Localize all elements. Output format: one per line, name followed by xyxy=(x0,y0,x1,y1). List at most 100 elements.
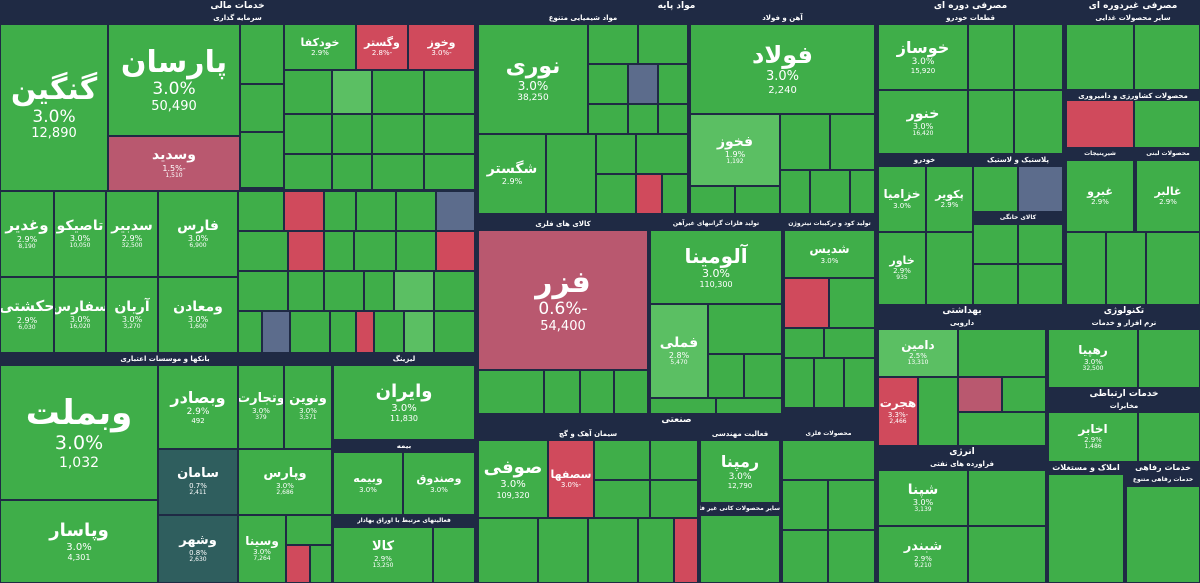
small-tile xyxy=(436,231,475,271)
tile-price: 492 xyxy=(191,417,205,426)
tile-change: 0.8% xyxy=(189,549,207,557)
tile-43[interactable]: رهپیا 3.0% 32,500 xyxy=(1048,329,1138,388)
small-tile xyxy=(596,134,636,174)
tile-22[interactable]: خودکفا 2.9% xyxy=(284,24,356,70)
tile-change: 3.0% xyxy=(54,432,104,455)
tile-symbol: اخابر xyxy=(1078,421,1108,436)
tile-7[interactable]: حکشتی 2.9% 6,030 xyxy=(0,277,54,353)
small-tile xyxy=(735,186,780,214)
tile-4[interactable]: تاصیکو 3.0% 10,050 xyxy=(54,191,106,277)
small-tile xyxy=(374,311,404,353)
tile-39[interactable]: خاور 2.9% 935 xyxy=(878,232,926,305)
tile-26[interactable]: شگستر 2.9% xyxy=(478,134,546,214)
tile-41[interactable]: دامین 2.5% 13,310 xyxy=(878,329,958,377)
tile-50[interactable]: وصندوق 3.0% xyxy=(403,452,475,515)
tile-37[interactable]: خنور 3.0% 16,420 xyxy=(878,90,968,154)
small-tile xyxy=(650,398,716,414)
tile-price: 15,920 xyxy=(910,67,936,76)
tile-price: 2,466 xyxy=(889,417,907,425)
tile-14[interactable]: وتجارت 3.0% 379 xyxy=(238,365,284,449)
tile-symbol: وخوز xyxy=(427,35,456,49)
tile-5[interactable]: سدبیر 2.9% 32,500 xyxy=(106,191,158,277)
tile-49[interactable]: وبیمه 3.0% xyxy=(333,452,403,515)
tile-21[interactable]: کالا 2.9% 13,250 xyxy=(333,527,433,583)
tile-price: 379 xyxy=(255,414,267,422)
tile-11[interactable]: وبملت 3.0% 1,032 xyxy=(0,365,158,500)
small-tile xyxy=(658,104,688,134)
tile-28[interactable]: فخوز 1.9% 1,192 xyxy=(690,114,780,186)
tile-symbol: حکشتی xyxy=(0,297,54,316)
tile-17[interactable]: وشهر 0.8% 2,630 xyxy=(158,515,238,583)
tile-symbol: وپارس xyxy=(263,466,307,482)
tile-45[interactable]: شپنا 3.0% 3,139 xyxy=(878,470,968,526)
tile-35[interactable]: رمپنا 3.0% 12,790 xyxy=(700,440,780,503)
tile-10[interactable]: ومعادن 3.0% 1,600 xyxy=(158,277,238,353)
tile-27[interactable]: فولاد 3.0% 2,240 xyxy=(690,24,875,114)
tile-symbol: آریان xyxy=(114,298,150,315)
tile-price: 110,300 xyxy=(699,280,733,290)
small-tile xyxy=(926,232,973,305)
tile-19[interactable]: وسینا 3.0% 7,264 xyxy=(238,515,286,583)
small-tile xyxy=(330,311,356,353)
tile-3[interactable]: وغدیر 2.9% 8,190 xyxy=(0,191,54,277)
tile-16[interactable]: سامان 0.7% 2,411 xyxy=(158,449,238,515)
tile-34[interactable]: سصفها -3.0% xyxy=(548,440,594,518)
tile-23[interactable]: وگستر -2.8% xyxy=(356,24,408,70)
sector-title: خدمات مالی xyxy=(0,0,475,12)
tile-change: 2.9% xyxy=(186,407,210,417)
tile-price: 38,250 xyxy=(517,93,549,104)
tile-15[interactable]: ونوین 3.0% 3,571 xyxy=(284,365,332,449)
tile-1[interactable]: پارسان 3.0% 50,490 xyxy=(108,24,240,136)
tile-13[interactable]: وبصادر 2.9% 492 xyxy=(158,365,238,449)
tile-20[interactable]: وایران 3.0% 11,830 xyxy=(333,365,475,440)
tile-42[interactable]: هجرت -3.3% 2,466 xyxy=(878,377,918,446)
tile-0[interactable]: گنگین 3.0% 12,890 xyxy=(0,24,108,191)
small-tile xyxy=(284,154,332,190)
tile-30[interactable]: آلومینا 3.0% 110,300 xyxy=(650,230,782,304)
tile-24[interactable]: وخوز -3.0% xyxy=(408,24,475,70)
small-tile xyxy=(784,358,814,408)
tile-change: 2.9% xyxy=(940,201,959,210)
tile-44[interactable]: اخابر 2.9% 1,486 xyxy=(1048,412,1138,462)
tile-25[interactable]: نوری 3.0% 38,250 xyxy=(478,24,588,134)
tile-38[interactable]: خزامیا 3.0% xyxy=(878,166,926,232)
sector-title: شیرینیجات xyxy=(1066,148,1134,160)
tile-8[interactable]: سفارس 3.0% 16,020 xyxy=(54,277,106,353)
small-tile xyxy=(814,358,844,408)
tile-symbol: وبملت xyxy=(25,392,133,433)
small-tile xyxy=(1138,329,1200,388)
tile-2[interactable]: وسدید -1.5% 1,510 xyxy=(108,136,240,191)
tile-32[interactable]: شدیس 3.0% xyxy=(784,230,875,278)
tile-48[interactable]: غالبر 2.9% xyxy=(1136,160,1200,232)
tile-change: 3.0% xyxy=(152,79,196,99)
small-tile xyxy=(332,154,372,190)
small-tile xyxy=(424,154,475,190)
tile-change: 3.0% xyxy=(66,541,92,553)
tile-9[interactable]: آریان 3.0% 3,270 xyxy=(106,277,158,353)
small-tile xyxy=(1134,24,1200,90)
tile-31[interactable]: فملی 2.8% 5,470 xyxy=(650,304,708,398)
sector-title: محصولات کشاورزی و دامپروری xyxy=(1066,90,1200,102)
tile-36[interactable]: خوساز 3.0% 15,920 xyxy=(878,24,968,90)
tile-40[interactable]: پکویر 2.9% xyxy=(926,166,973,232)
small-tile xyxy=(286,545,310,583)
tile-symbol: وگستر xyxy=(364,35,400,49)
sector-title: سایر محصولات کانی غیر فلزی xyxy=(700,503,780,515)
tile-46[interactable]: شبندر 2.9% 9,210 xyxy=(878,526,968,583)
tile-29[interactable]: فزر -0.6% 54,400 xyxy=(478,230,648,370)
tile-33[interactable]: صوفی 3.0% 109,320 xyxy=(478,440,548,518)
tile-18[interactable]: وپارس 3.0% 2,686 xyxy=(238,449,332,515)
tile-symbol: وصندوق xyxy=(416,472,462,486)
tile-change: 2.9% xyxy=(311,49,329,58)
small-tile xyxy=(478,370,544,414)
tile-6[interactable]: فارس 3.0% 6,900 xyxy=(158,191,238,277)
tile-price: 6,030 xyxy=(18,323,36,331)
tile-price: 3,571 xyxy=(299,414,317,422)
tile-12[interactable]: وپاسار 3.0% 4,301 xyxy=(0,500,158,583)
small-tile xyxy=(332,70,372,114)
tile-47[interactable]: غبرو 2.9% xyxy=(1066,160,1134,232)
small-tile xyxy=(973,224,1018,264)
small-tile xyxy=(424,114,475,154)
tile-price: 54,400 xyxy=(540,318,586,334)
small-tile xyxy=(810,170,850,214)
